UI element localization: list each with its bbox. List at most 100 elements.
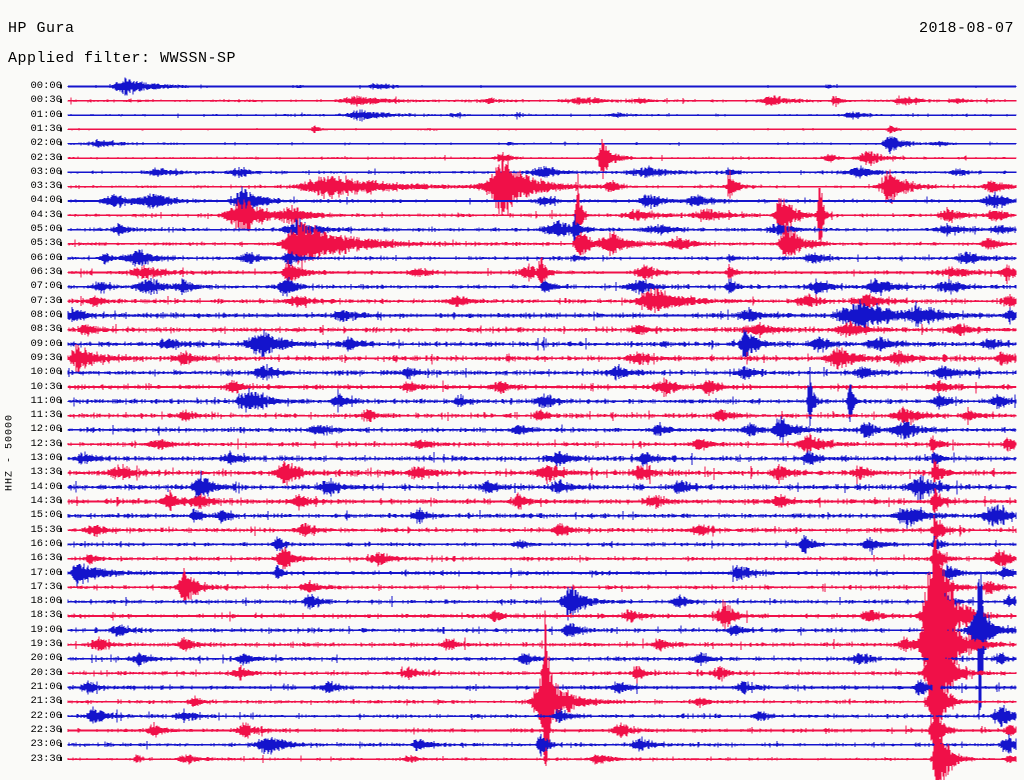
time-label-09:30: 09:30 [30,351,62,364]
row-start-tick [60,399,63,404]
row-start-tick [60,499,63,504]
trace-row-16:30 [67,540,1017,577]
trace-row-15:00 [67,504,1017,530]
time-label-19:00: 19:00 [30,623,62,636]
time-label-03:30: 03:30 [30,180,62,193]
time-label-17:00: 17:00 [30,566,62,579]
trace-row-20:30 [67,621,1017,731]
trace-row-00:00 [67,77,1017,96]
trace-row-05:30 [67,221,1017,270]
time-label-21:00: 21:00 [30,681,62,694]
time-label-04:30: 04:30 [30,208,62,221]
row-start-tick [60,571,63,576]
trace-row-11:30 [67,406,1017,425]
row-start-tick [60,256,63,261]
trace-row-08:30 [67,320,1017,338]
row-start-tick [60,714,63,719]
time-label-01:00: 01:00 [30,108,62,121]
trace-row-09:30 [67,344,1017,373]
row-start-tick [60,599,63,604]
row-start-tick [60,613,63,618]
trace-row-11:00 [67,367,1017,426]
trace-row-03:30 [67,151,1017,216]
row-start-tick [60,699,63,704]
time-label-16:30: 16:30 [30,552,62,565]
time-label-14:30: 14:30 [30,494,62,507]
time-label-05:00: 05:00 [30,223,62,236]
trace-row-09:00 [67,329,1017,359]
trace-row-23:30 [67,719,1017,780]
trace-row-00:30 [67,95,1017,107]
row-start-tick [60,370,63,375]
trace-row-19:00 [67,572,1017,720]
row-start-tick [60,184,63,189]
trace-row-03:00 [67,165,1017,179]
trace-row-05:00 [67,214,1017,247]
row-start-tick [60,628,63,633]
row-start-tick [60,642,63,647]
row-start-tick [60,656,63,661]
row-start-tick [60,513,63,518]
row-start-tick [60,213,63,218]
time-label-22:30: 22:30 [30,723,62,736]
row-start-tick [60,284,63,289]
time-label-21:30: 21:30 [30,695,62,708]
row-start-tick [60,470,63,475]
row-start-tick [60,728,63,733]
trace-row-07:30 [67,287,1017,313]
row-start-tick [60,299,63,304]
time-label-10:30: 10:30 [30,380,62,393]
time-label-18:30: 18:30 [30,609,62,622]
record-date: 2018-08-07 [918,20,1014,37]
time-label-02:00: 02:00 [30,137,62,150]
trace-row-17:00 [67,563,1017,588]
trace-row-23:00 [67,734,1017,757]
row-start-tick [60,84,63,89]
time-label-00:00: 00:00 [30,80,62,92]
trace-row-02:00 [67,136,1017,155]
time-label-05:30: 05:30 [30,237,62,250]
trace-row-13:30 [67,459,1017,486]
trace-row-12:00 [67,416,1017,444]
row-start-tick [60,427,63,432]
trace-row-12:30 [67,433,1017,457]
trace-row-04:30 [67,173,1017,252]
trace-row-21:00 [67,679,1017,696]
time-label-06:00: 06:00 [30,251,62,264]
trace-row-20:00 [67,652,1017,667]
time-label-13:00: 13:00 [30,452,62,465]
row-start-tick [60,113,63,118]
trace-row-18:00 [67,580,1017,623]
row-start-tick [60,313,63,318]
time-label-03:00: 03:00 [30,165,62,178]
time-label-16:00: 16:00 [30,537,62,550]
row-start-tick [60,98,63,103]
time-label-19:30: 19:30 [30,638,62,651]
row-start-tick [60,156,63,161]
time-label-09:00: 09:00 [30,337,62,350]
trace-row-06:30 [67,256,1017,287]
row-start-tick [60,542,63,547]
time-label-11:30: 11:30 [30,409,62,422]
row-start-tick [60,528,63,533]
trace-row-21:30 [67,610,1017,766]
trace-row-01:30 [67,125,1017,134]
row-start-tick [60,685,63,690]
trace-row-17:30 [67,536,1017,635]
time-label-06:30: 06:30 [30,266,62,279]
trace-row-14:30 [67,488,1017,518]
trace-row-19:30 [67,580,1017,711]
trace-row-22:00 [67,705,1017,727]
row-start-tick [60,456,63,461]
time-label-08:00: 08:00 [30,308,62,321]
trace-row-04:00 [67,186,1017,215]
trace-row-13:00 [67,450,1017,467]
time-label-08:30: 08:30 [30,323,62,336]
row-start-tick [60,442,63,447]
time-label-17:30: 17:30 [30,580,62,593]
row-start-tick [60,757,63,762]
time-label-11:00: 11:00 [30,394,62,407]
trace-row-10:00 [67,363,1017,381]
